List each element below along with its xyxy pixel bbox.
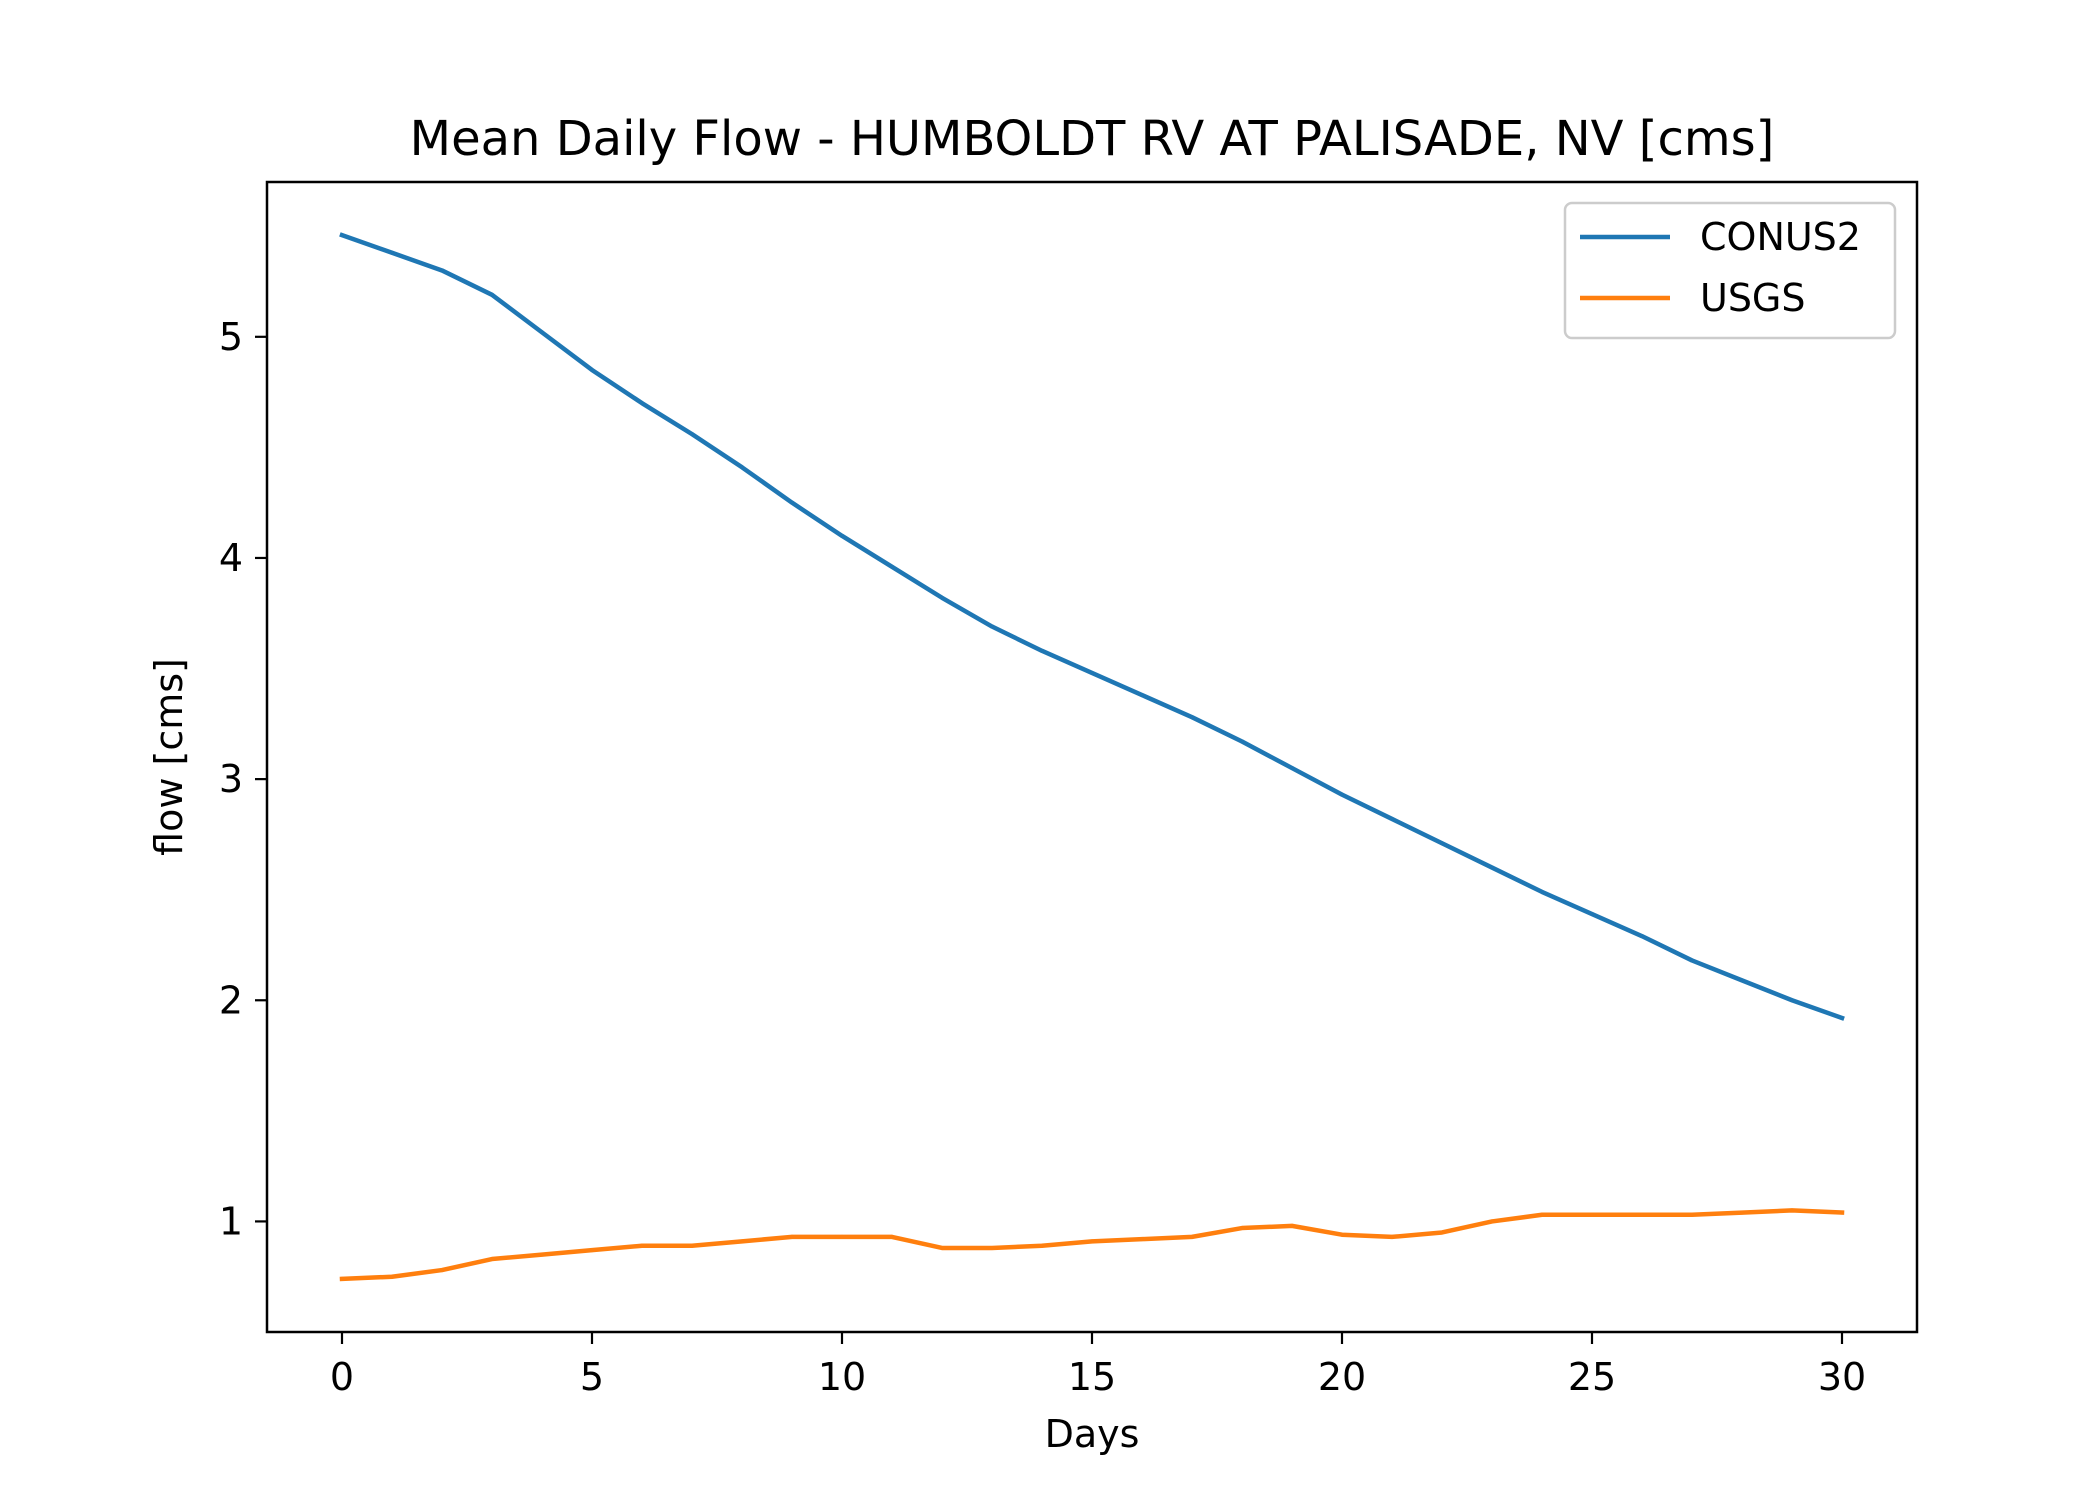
data-point-conus2-15 bbox=[1090, 670, 1094, 675]
data-point-usgs-5 bbox=[590, 1248, 594, 1253]
x-tick-label-0: 0 bbox=[330, 1355, 354, 1399]
data-point-usgs-25 bbox=[1590, 1212, 1594, 1217]
data-point-conus2-20 bbox=[1340, 792, 1344, 797]
data-point-usgs-16 bbox=[1140, 1237, 1144, 1242]
data-point-conus2-3 bbox=[490, 292, 494, 297]
y-axis-ticks: 1 2 3 4 5 bbox=[219, 315, 267, 1243]
data-point-conus2-1 bbox=[390, 250, 394, 255]
plot-lines bbox=[339, 232, 1845, 1282]
legend-label-conus2: CONUS2 bbox=[1700, 215, 1861, 259]
x-tick-label-25: 25 bbox=[1568, 1355, 1616, 1399]
data-point-conus2-0 bbox=[340, 233, 344, 238]
data-point-usgs-29 bbox=[1790, 1208, 1794, 1213]
data-point-usgs-20 bbox=[1340, 1232, 1344, 1237]
data-point-usgs-0 bbox=[340, 1276, 344, 1281]
data-point-usgs-9 bbox=[790, 1234, 794, 1239]
x-axis-label: Days bbox=[1045, 1412, 1140, 1456]
data-point-conus2-21 bbox=[1390, 816, 1394, 821]
data-point-usgs-1 bbox=[390, 1274, 394, 1279]
x-axis-ticks: 0 5 10 15 20 25 30 bbox=[330, 1332, 1866, 1399]
y-tick-label-3: 3 bbox=[219, 757, 243, 801]
data-point-usgs-19 bbox=[1290, 1223, 1294, 1228]
data-point-conus2-22 bbox=[1440, 841, 1444, 846]
x-tick-label-5: 5 bbox=[580, 1355, 604, 1399]
data-point-usgs-8 bbox=[740, 1239, 744, 1244]
y-tick-label-4: 4 bbox=[219, 536, 243, 580]
data-point-usgs-15 bbox=[1090, 1239, 1094, 1244]
data-point-usgs-3 bbox=[490, 1257, 494, 1262]
data-point-usgs-14 bbox=[1040, 1243, 1044, 1248]
data-point-usgs-11 bbox=[890, 1234, 894, 1239]
data-point-conus2-2 bbox=[440, 268, 444, 273]
data-point-conus2-8 bbox=[740, 465, 744, 470]
data-point-usgs-24 bbox=[1540, 1212, 1544, 1217]
data-point-conus2-27 bbox=[1690, 958, 1694, 963]
legend-label-usgs: USGS bbox=[1700, 276, 1806, 320]
data-point-conus2-29 bbox=[1790, 998, 1794, 1003]
data-point-conus2-7 bbox=[690, 432, 694, 437]
data-point-conus2-9 bbox=[790, 500, 794, 505]
data-point-usgs-22 bbox=[1440, 1230, 1444, 1235]
data-point-usgs-4 bbox=[540, 1252, 544, 1257]
y-tick-label-1: 1 bbox=[219, 1199, 243, 1243]
data-point-conus2-11 bbox=[890, 564, 894, 569]
data-point-conus2-5 bbox=[590, 367, 594, 372]
data-point-usgs-6 bbox=[640, 1243, 644, 1248]
data-point-conus2-6 bbox=[640, 401, 644, 406]
data-point-conus2-26 bbox=[1640, 934, 1644, 939]
data-point-usgs-12 bbox=[940, 1245, 944, 1250]
data-point-conus2-18 bbox=[1240, 739, 1244, 744]
data-point-usgs-13 bbox=[990, 1245, 994, 1250]
data-point-usgs-23 bbox=[1490, 1219, 1494, 1224]
x-tick-label-10: 10 bbox=[818, 1355, 866, 1399]
legend: CONUS2 USGS bbox=[1563, 201, 1897, 340]
chart-title: Mean Daily Flow - HUMBOLDT RV AT PALISAD… bbox=[410, 111, 1775, 167]
data-point-conus2-24 bbox=[1540, 889, 1544, 894]
data-point-conus2-13 bbox=[990, 624, 994, 629]
data-point-conus2-19 bbox=[1290, 766, 1294, 771]
data-point-conus2-10 bbox=[840, 533, 844, 538]
data-point-conus2-12 bbox=[940, 595, 944, 600]
data-point-conus2-14 bbox=[1040, 648, 1044, 653]
x-tick-label-20: 20 bbox=[1318, 1355, 1366, 1399]
data-point-usgs-26 bbox=[1640, 1212, 1644, 1217]
x-tick-label-30: 30 bbox=[1818, 1355, 1866, 1399]
data-point-usgs-18 bbox=[1240, 1226, 1244, 1231]
data-point-usgs-27 bbox=[1690, 1212, 1694, 1217]
data-point-conus2-16 bbox=[1140, 693, 1144, 698]
data-point-usgs-17 bbox=[1190, 1234, 1194, 1239]
data-point-conus2-4 bbox=[540, 330, 544, 335]
data-point-conus2-30 bbox=[1840, 1015, 1844, 1020]
data-point-usgs-21 bbox=[1390, 1234, 1394, 1239]
data-point-conus2-17 bbox=[1190, 715, 1194, 720]
y-tick-label-2: 2 bbox=[219, 978, 243, 1022]
data-point-conus2-28 bbox=[1740, 978, 1744, 983]
data-point-conus2-25 bbox=[1590, 912, 1594, 917]
data-point-usgs-2 bbox=[440, 1268, 444, 1273]
data-point-usgs-10 bbox=[840, 1234, 844, 1239]
data-point-usgs-7 bbox=[690, 1243, 694, 1248]
data-point-conus2-23 bbox=[1490, 865, 1494, 870]
y-axis-label: flow [cms] bbox=[147, 658, 191, 856]
y-tick-label-5: 5 bbox=[219, 315, 243, 359]
data-point-usgs-28 bbox=[1740, 1210, 1744, 1215]
x-tick-label-15: 15 bbox=[1068, 1355, 1116, 1399]
data-point-usgs-30 bbox=[1840, 1210, 1844, 1215]
